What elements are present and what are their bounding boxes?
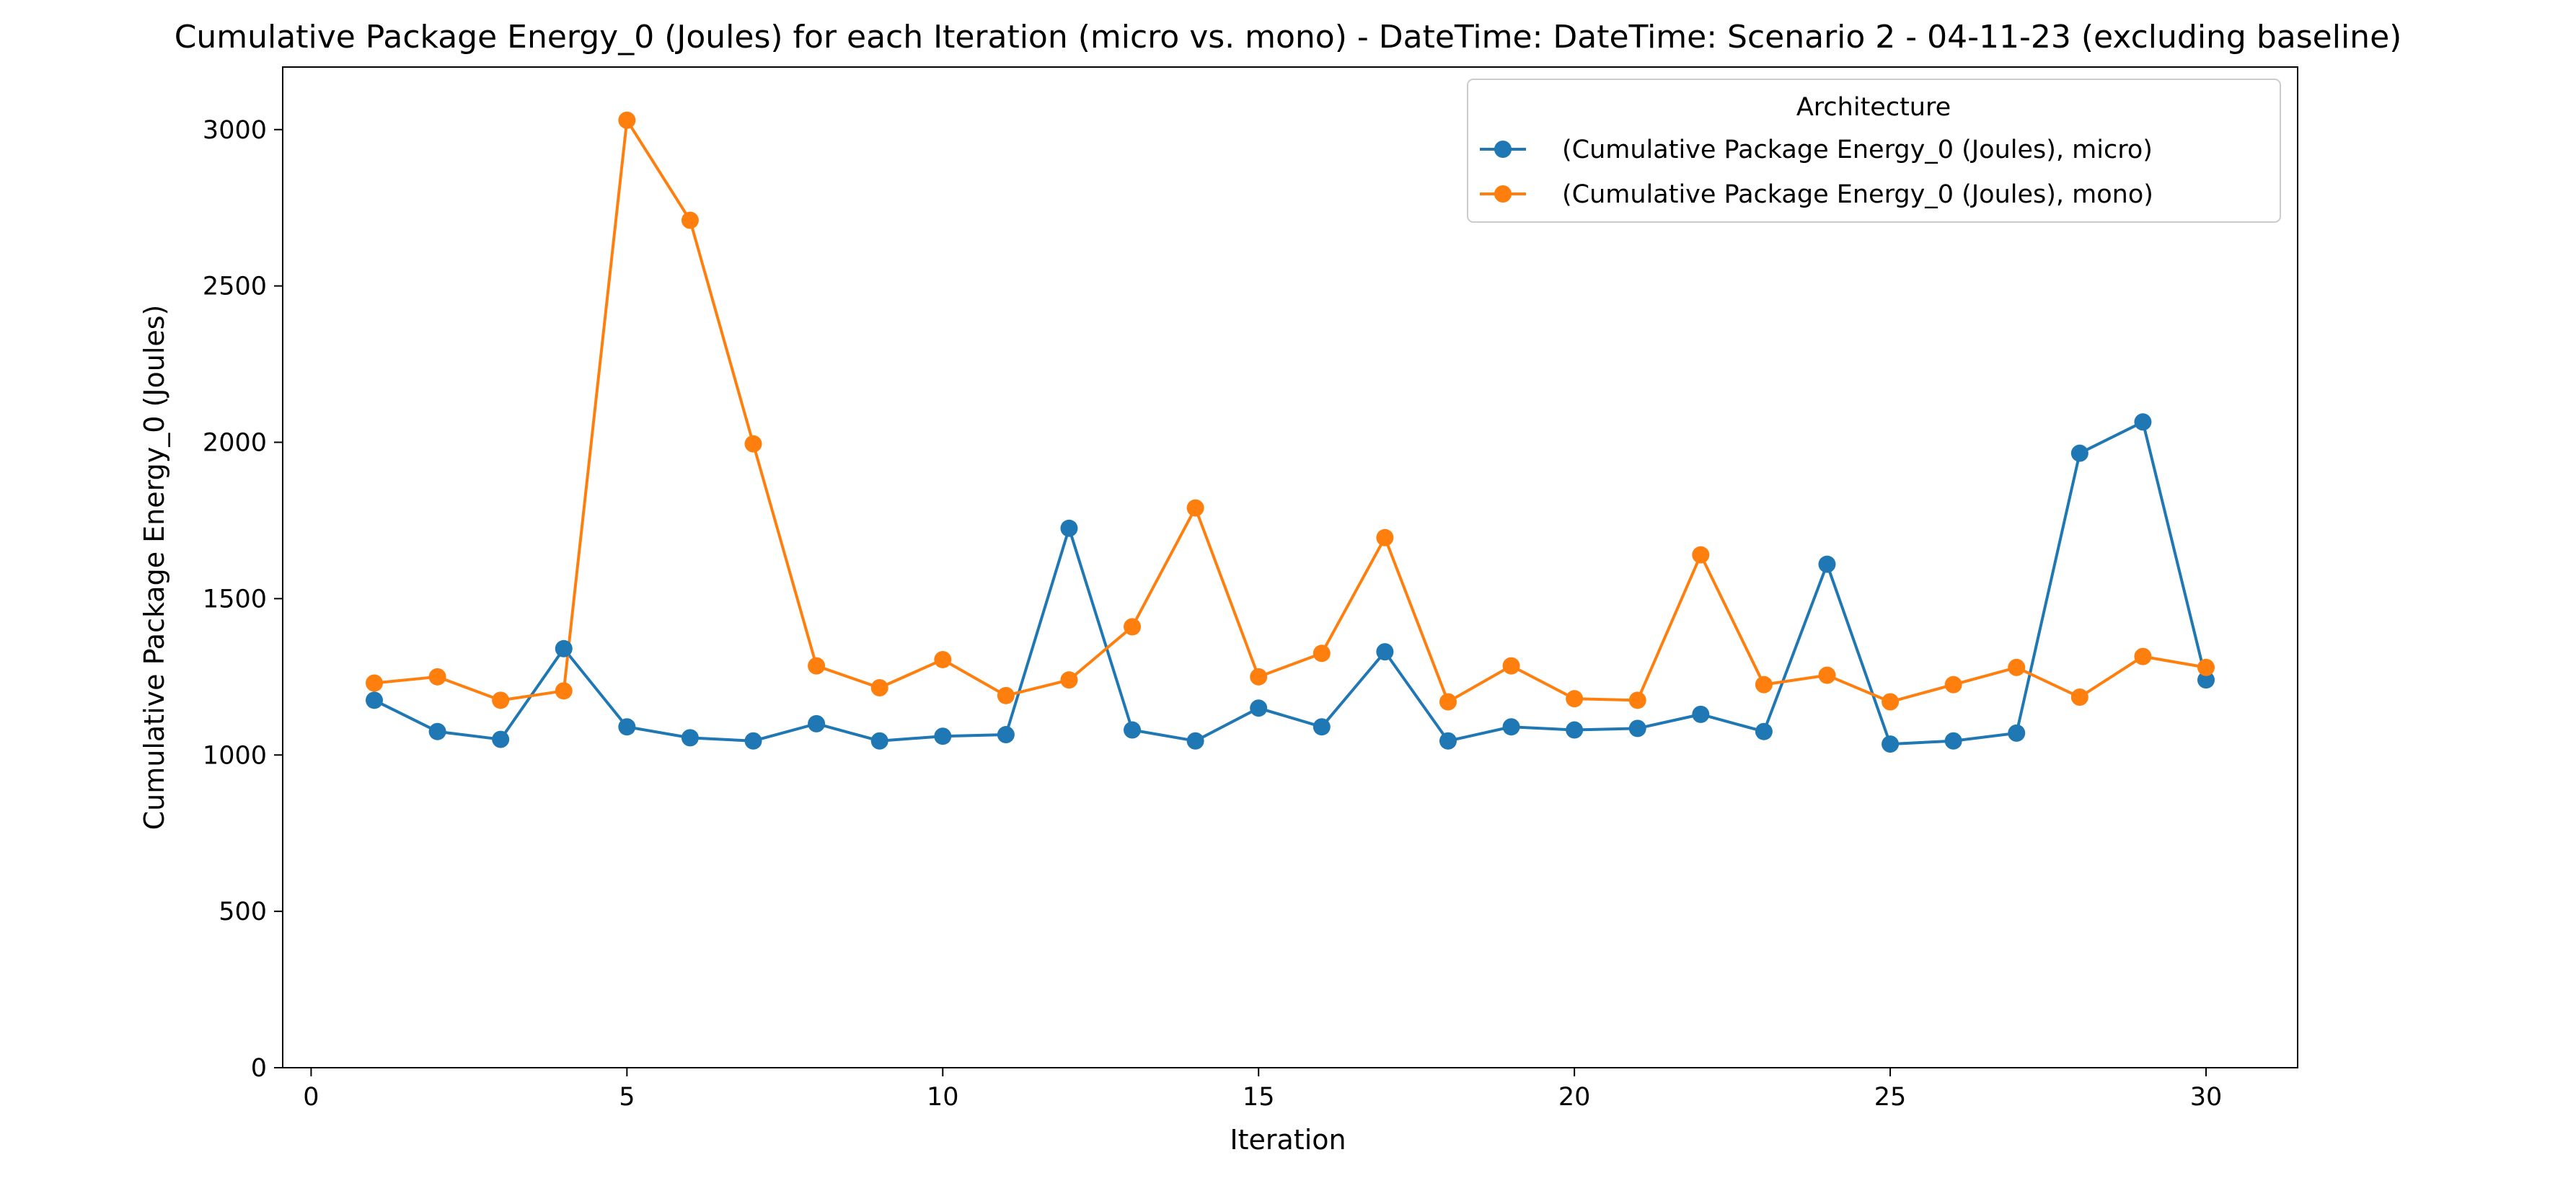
data-point	[870, 678, 888, 696]
data-point	[1313, 645, 1331, 663]
data-point	[2008, 724, 2026, 742]
data-point	[2070, 444, 2088, 462]
legend: Architecture (Cumulative Package Energy_…	[1467, 79, 2281, 223]
x-tick-label: 25	[1874, 1083, 1907, 1112]
data-point	[1376, 528, 1394, 546]
data-point	[1818, 555, 1836, 573]
x-tick-label: 5	[619, 1083, 635, 1112]
y-tick-label: 0	[251, 1054, 267, 1083]
legend-marker-1	[1494, 185, 1512, 203]
data-point	[1566, 690, 1584, 708]
data-point	[681, 729, 699, 747]
x-tick-label: 10	[927, 1083, 959, 1112]
data-point	[2134, 413, 2152, 431]
data-point	[1628, 719, 1646, 738]
data-point	[1250, 699, 1268, 717]
legend-title: Architecture	[1796, 93, 1951, 122]
data-point	[1376, 643, 1394, 661]
x-axis-label: Iteration	[1230, 1124, 1346, 1156]
y-tick-label: 1000	[203, 741, 267, 770]
data-point	[1502, 657, 1520, 675]
data-point	[2008, 658, 2026, 676]
data-point	[1882, 693, 1900, 711]
data-point	[2197, 658, 2215, 676]
data-point	[870, 732, 888, 750]
data-point	[1060, 519, 1078, 537]
y-tick-label: 1500	[203, 585, 267, 614]
series-line-1	[374, 118, 2207, 704]
legend-label-1: (Cumulative Package Energy_0 (Joules), m…	[1562, 180, 2153, 209]
data-point	[366, 691, 383, 709]
x-tick-label: 20	[1558, 1083, 1591, 1112]
data-point	[1250, 668, 1268, 686]
data-point	[1755, 722, 1773, 740]
legend-box	[1467, 79, 2281, 223]
y-tick-label: 3000	[203, 116, 267, 145]
data-point	[1818, 666, 1836, 684]
data-point	[492, 691, 510, 709]
y-tick-label: 2000	[203, 429, 267, 458]
data-point	[618, 718, 636, 736]
data-point	[744, 732, 762, 750]
data-point	[366, 674, 383, 692]
data-point	[428, 722, 446, 740]
data-point	[1692, 705, 1710, 723]
legend-marker-0	[1494, 141, 1512, 158]
data-point	[997, 726, 1015, 744]
data-point	[1124, 721, 1142, 739]
data-point	[1944, 732, 1962, 750]
x-tick-label: 15	[1243, 1083, 1275, 1112]
y-tick-label: 500	[219, 898, 267, 926]
data-point	[934, 727, 952, 745]
data-point	[555, 639, 573, 657]
data-point	[744, 435, 762, 453]
data-point	[1060, 671, 1078, 689]
series-line-0	[374, 420, 2207, 746]
data-point	[2134, 647, 2152, 665]
y-axis-label: Cumulative Package Energy_0 (Joules)	[138, 305, 170, 831]
data-point	[1186, 732, 1204, 750]
data-point	[681, 211, 699, 229]
data-point	[1502, 718, 1520, 736]
data-point	[2070, 688, 2088, 707]
data-point	[1566, 721, 1584, 739]
legend-label-0: (Cumulative Package Energy_0 (Joules), m…	[1562, 136, 2153, 164]
data-point	[1755, 676, 1773, 694]
data-point	[808, 714, 826, 732]
data-point	[934, 650, 952, 668]
data-point	[1628, 691, 1646, 709]
data-point	[492, 730, 510, 748]
data-point	[1882, 735, 1900, 753]
data-point	[1944, 676, 1962, 694]
data-point	[555, 682, 573, 700]
data-point	[1313, 718, 1331, 736]
data-point	[808, 657, 826, 675]
x-tick-label: 30	[2190, 1083, 2223, 1112]
chart-title: Cumulative Package Energy_0 (Joules) for…	[175, 19, 2402, 56]
data-point	[1439, 693, 1457, 711]
data-point	[1124, 618, 1142, 636]
data-point	[618, 111, 636, 129]
data-point	[1692, 546, 1710, 564]
y-tick-label: 2500	[203, 273, 267, 301]
data-point	[1439, 732, 1457, 750]
plot-frame	[282, 66, 2298, 1068]
data-point	[997, 686, 1015, 704]
data-point	[2197, 671, 2215, 689]
x-tick-label: 0	[303, 1083, 319, 1112]
data-point	[428, 668, 446, 686]
data-point	[1186, 499, 1204, 517]
